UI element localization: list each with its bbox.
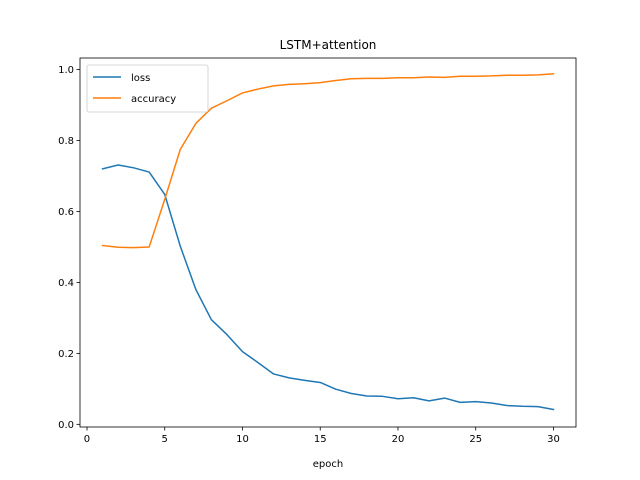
y-tick-label-2: 0.4 bbox=[58, 278, 74, 289]
x-axis-label: epoch bbox=[313, 459, 343, 470]
x-tick-label-6: 30 bbox=[547, 434, 560, 445]
y-tick-label-3: 0.6 bbox=[58, 207, 74, 218]
x-tick-label-0: 0 bbox=[84, 434, 90, 445]
legend-label-accuracy: accuracy bbox=[131, 94, 176, 105]
chart-title: LSTM+attention bbox=[280, 38, 377, 52]
series-line-loss bbox=[101, 164, 555, 411]
x-tick-label-1: 5 bbox=[162, 434, 168, 445]
plot-area: 0 5 10 15 20 25 30 0.0 0.2 0.4 0.6 0.8 1.0 bbox=[58, 57, 577, 445]
legend: loss accuracy bbox=[86, 64, 209, 113]
series-line-accuracy bbox=[101, 72, 555, 249]
y-tick-label-5: 1.0 bbox=[58, 65, 74, 76]
x-tick-label-4: 20 bbox=[392, 434, 405, 445]
legend-label-loss: loss bbox=[131, 73, 150, 84]
y-tick-label-1: 0.2 bbox=[58, 349, 74, 360]
x-tick-label-5: 25 bbox=[469, 434, 482, 445]
x-tick-label-3: 15 bbox=[314, 434, 327, 445]
axes-frame bbox=[79, 57, 577, 428]
x-tick-label-2: 10 bbox=[236, 434, 249, 445]
y-tick-label-4: 0.8 bbox=[58, 136, 74, 147]
y-tick-label-0: 0.0 bbox=[58, 420, 74, 431]
